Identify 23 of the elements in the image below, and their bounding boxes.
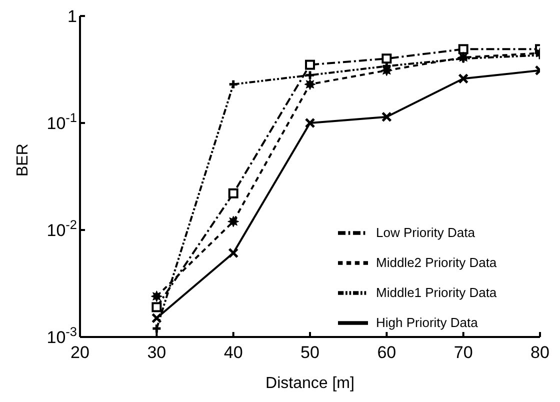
x-axis-title: Distance [m] xyxy=(266,375,354,392)
point xyxy=(382,54,392,64)
point xyxy=(150,290,162,302)
point xyxy=(305,60,315,70)
x-tick-label: 40 xyxy=(224,343,243,362)
point xyxy=(304,78,316,90)
y-tick-label: 10$^{-2}$ xyxy=(46,216,77,240)
legend-label: Middle1 Priority Data xyxy=(376,284,497,300)
point xyxy=(228,216,240,228)
y-axis-title: BER xyxy=(14,144,32,176)
x-tick-label: 60 xyxy=(377,343,396,362)
point xyxy=(458,44,468,54)
x-tick-label: 80 xyxy=(530,343,550,362)
legend-label: Middle2 Priority Data xyxy=(376,254,497,270)
legend-label: Low Priority Data xyxy=(376,224,475,240)
x-tick-label: 70 xyxy=(454,343,473,362)
x-tick-label: 30 xyxy=(147,343,166,362)
y-tick-label: 1 xyxy=(68,7,77,26)
y-tick-label: 10$^{-1}$ xyxy=(46,110,77,133)
point xyxy=(228,188,238,198)
point xyxy=(152,302,162,312)
x-tick-label: 50 xyxy=(300,343,320,362)
legend-label: High Priority Data xyxy=(376,314,478,330)
